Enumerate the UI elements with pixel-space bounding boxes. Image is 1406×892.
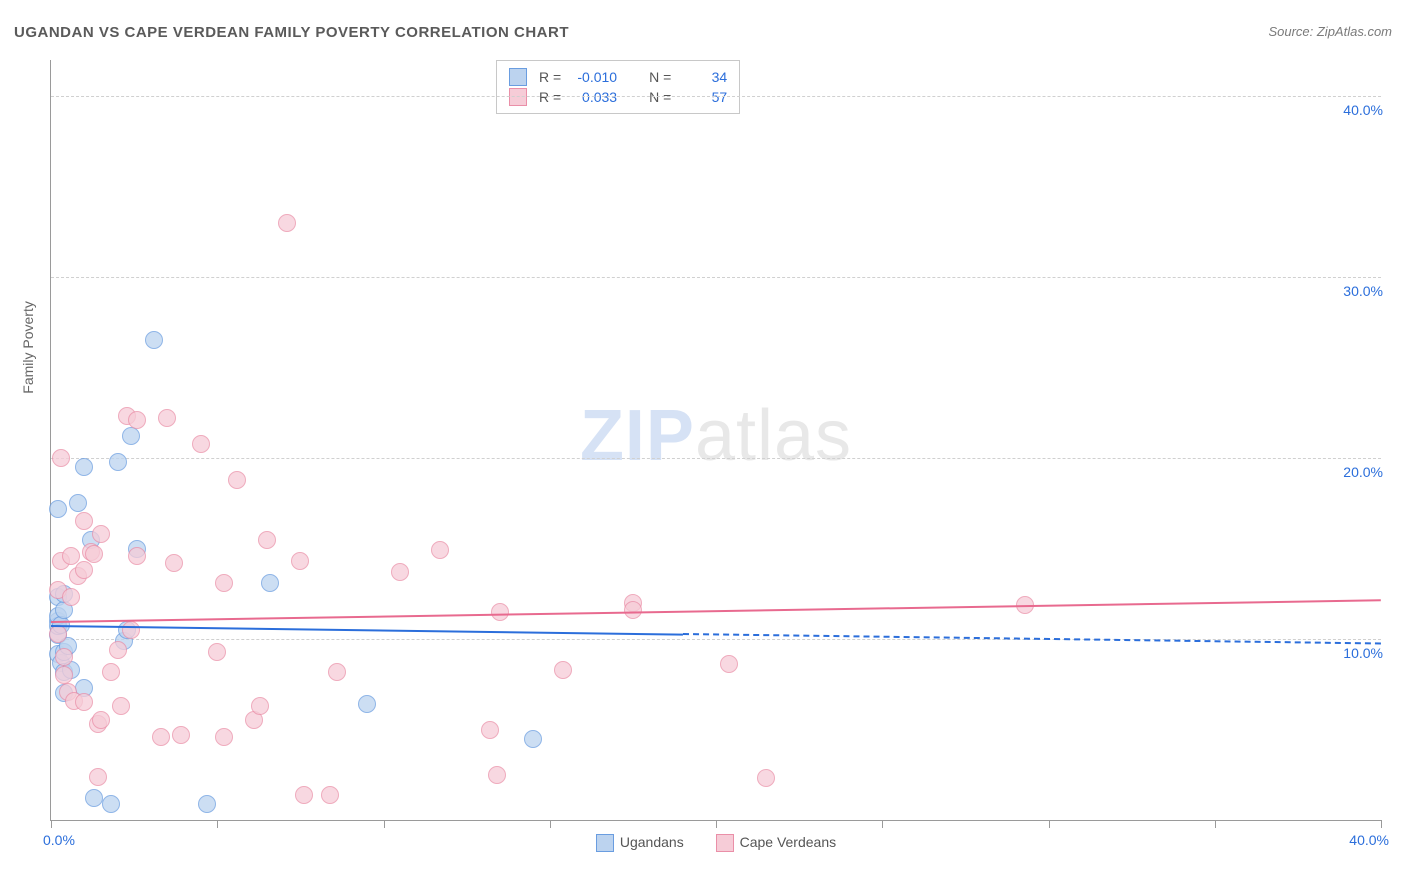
data-point (228, 471, 246, 489)
y-tick-label: 20.0% (1343, 464, 1383, 480)
bottom-legend: Ugandans Cape Verdeans (51, 834, 1381, 852)
data-point (128, 547, 146, 565)
r-value-1: -0.010 (565, 69, 617, 85)
data-point (328, 663, 346, 681)
gridline (51, 277, 1381, 278)
data-point (75, 561, 93, 579)
trend-line (51, 625, 683, 636)
y-tick-label: 10.0% (1343, 645, 1383, 661)
data-point (215, 728, 233, 746)
data-point (109, 641, 127, 659)
n-value-1: 34 (675, 69, 727, 85)
chart-title: UGANDAN VS CAPE VERDEAN FAMILY POVERTY C… (14, 24, 569, 41)
correlation-row-1: R = -0.010 N = 34 (509, 67, 727, 87)
y-tick-label: 30.0% (1343, 283, 1383, 299)
data-point (491, 603, 509, 621)
trend-line (51, 599, 1381, 623)
plot-area: ZIPatlas R = -0.010 N = 34 R = 0.033 N =… (50, 60, 1381, 821)
data-point (62, 588, 80, 606)
data-point (109, 453, 127, 471)
data-point (85, 545, 103, 563)
data-point (208, 643, 226, 661)
legend-item-2: Cape Verdeans (716, 834, 837, 850)
x-axis-max-label: 40.0% (1349, 832, 1389, 848)
data-point (488, 766, 506, 784)
source-label: Source: ZipAtlas.com (1268, 24, 1392, 39)
data-point (49, 625, 67, 643)
data-point (251, 697, 269, 715)
data-point (192, 435, 210, 453)
x-tick (51, 820, 52, 828)
y-axis-title: Family Poverty (20, 301, 36, 394)
data-point (102, 795, 120, 813)
data-point (198, 795, 216, 813)
chart-container: UGANDAN VS CAPE VERDEAN FAMILY POVERTY C… (0, 0, 1406, 892)
watermark: ZIPatlas (580, 395, 852, 477)
data-point (295, 786, 313, 804)
data-point (122, 427, 140, 445)
x-axis-min-label: 0.0% (43, 832, 75, 848)
n-label-1: N = (649, 69, 675, 85)
data-point (122, 621, 140, 639)
data-point (92, 711, 110, 729)
x-tick (550, 820, 551, 828)
data-point (55, 666, 73, 684)
data-point (757, 769, 775, 787)
x-tick (1381, 820, 1382, 828)
watermark-atlas: atlas (695, 396, 852, 476)
data-point (75, 458, 93, 476)
data-point (624, 601, 642, 619)
x-tick (882, 820, 883, 828)
data-point (720, 655, 738, 673)
data-point (112, 697, 130, 715)
x-tick (1215, 820, 1216, 828)
correlation-box: R = -0.010 N = 34 R = 0.033 N = 57 (496, 60, 740, 114)
data-point (258, 531, 276, 549)
data-point (261, 574, 279, 592)
data-point (75, 693, 93, 711)
data-point (55, 648, 73, 666)
data-point (92, 525, 110, 543)
data-point (145, 331, 163, 349)
data-point (278, 214, 296, 232)
data-point (158, 409, 176, 427)
swatch-series-1 (509, 68, 527, 86)
legend-label-2: Cape Verdeans (740, 834, 837, 850)
y-tick-label: 40.0% (1343, 102, 1383, 118)
data-point (152, 728, 170, 746)
r-label-1: R = (539, 69, 565, 85)
data-point (89, 768, 107, 786)
x-tick (716, 820, 717, 828)
x-tick (384, 820, 385, 828)
data-point (291, 552, 309, 570)
data-point (75, 512, 93, 530)
legend-swatch-1 (596, 834, 614, 852)
data-point (215, 574, 233, 592)
x-tick (1049, 820, 1050, 828)
data-point (69, 494, 87, 512)
data-point (102, 663, 120, 681)
data-point (52, 449, 70, 467)
data-point (554, 661, 572, 679)
gridline (51, 96, 1381, 97)
data-point (165, 554, 183, 572)
data-point (85, 789, 103, 807)
data-point (481, 721, 499, 739)
data-point (524, 730, 542, 748)
legend-item-1: Ugandans (596, 834, 688, 850)
data-point (358, 695, 376, 713)
gridline (51, 458, 1381, 459)
data-point (49, 500, 67, 518)
data-point (128, 411, 146, 429)
data-point (172, 726, 190, 744)
data-point (391, 563, 409, 581)
legend-swatch-2 (716, 834, 734, 852)
legend-label-1: Ugandans (620, 834, 684, 850)
data-point (321, 786, 339, 804)
data-point (431, 541, 449, 559)
data-point (62, 547, 80, 565)
x-tick (217, 820, 218, 828)
watermark-zip: ZIP (580, 396, 695, 476)
